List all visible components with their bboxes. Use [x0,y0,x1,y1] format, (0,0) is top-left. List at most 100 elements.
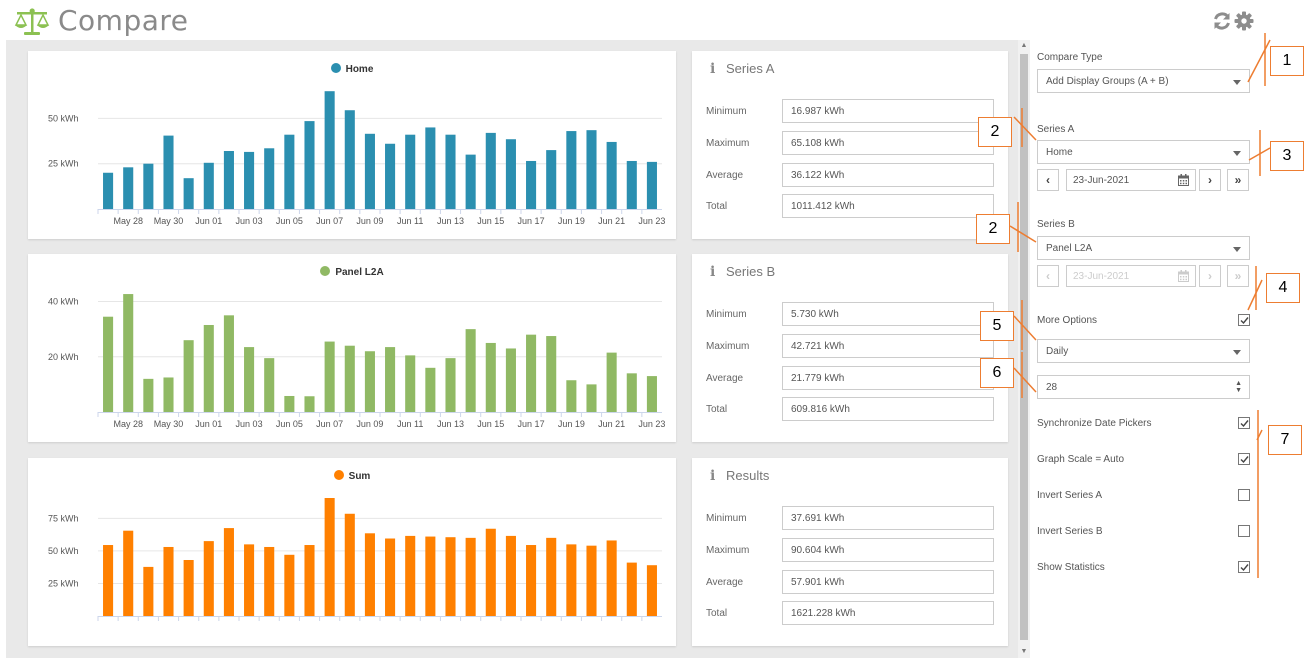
bar[interactable] [626,562,637,616]
bar[interactable] [324,91,335,209]
bar[interactable] [646,376,657,412]
bar[interactable] [324,341,335,412]
bar[interactable] [264,148,275,209]
stat-value-field[interactable]: 1621.228 kWh [782,601,994,625]
graph-scale-auto-checkbox[interactable] [1238,453,1250,465]
scroll-down-arrow-icon[interactable]: ▼ [1020,648,1028,655]
bar[interactable] [505,139,516,209]
interval-select[interactable]: Daily [1037,339,1250,363]
bar[interactable] [364,133,375,209]
series-a-prev-button[interactable]: ‹ [1037,169,1059,191]
synchronize-date-pickers-checkbox[interactable] [1238,417,1250,429]
bar[interactable] [505,348,516,412]
stat-value-field[interactable]: 90.604 kWh [782,538,994,562]
invert-series-b-checkbox[interactable] [1238,525,1250,537]
stat-value-field[interactable]: 36.122 kWh [782,163,994,187]
stat-value-field[interactable]: 5.730 kWh [782,302,994,326]
bar[interactable] [465,154,476,209]
bar[interactable] [203,162,214,209]
bar[interactable] [586,384,597,412]
bar[interactable] [505,535,516,616]
bar[interactable] [123,530,134,616]
stat-value-field[interactable]: 42.721 kWh [782,334,994,358]
bar[interactable] [143,163,154,209]
bar[interactable] [526,334,537,412]
bar[interactable] [163,135,174,209]
more-options-checkbox[interactable] [1238,314,1250,326]
bar[interactable] [425,127,436,209]
series-a-select[interactable]: Home [1037,140,1250,164]
invert-series-a-checkbox[interactable] [1238,489,1250,501]
bar[interactable] [445,358,456,412]
stat-value-field[interactable]: 37.691 kWh [782,506,994,530]
bar[interactable] [163,546,174,616]
bar[interactable] [223,151,234,209]
bar[interactable] [244,151,255,209]
series-b-select[interactable]: Panel L2A [1037,236,1250,260]
bar[interactable] [284,395,295,412]
bar[interactable] [445,537,456,616]
bar[interactable] [324,498,335,616]
stat-value-field[interactable]: 57.901 kWh [782,570,994,594]
bar[interactable] [425,536,436,616]
bar[interactable] [445,134,456,209]
bar[interactable] [626,373,637,412]
bar[interactable] [606,540,617,616]
chart-legend[interactable]: Panel L2A [28,266,676,278]
stat-value-field[interactable]: 65.108 kWh [782,131,994,155]
refresh-icon[interactable] [1211,10,1233,32]
calendar-icon[interactable] [1178,174,1189,186]
bar[interactable] [143,566,154,616]
bar[interactable] [646,161,657,209]
bar[interactable] [123,167,134,209]
bar[interactable] [284,554,295,616]
stat-value-field[interactable]: 21.779 kWh [782,366,994,390]
bar[interactable] [465,329,476,412]
bar[interactable] [606,352,617,412]
series-b-date-input[interactable]: 23-Jun-2021 [1066,265,1196,287]
bar[interactable] [344,513,355,616]
bar[interactable] [546,150,557,209]
chart-legend[interactable]: Sum [28,470,676,482]
bar[interactable] [183,559,194,616]
bar[interactable] [344,110,355,209]
series-a-date-input[interactable]: 23-Jun-2021 [1066,169,1196,191]
bar[interactable] [405,134,416,209]
series-b-prev-button[interactable]: ‹ [1037,265,1059,287]
bar[interactable] [526,160,537,209]
bar[interactable] [385,143,396,209]
stat-value-field[interactable]: 1011.412 kWh [782,194,994,218]
bar[interactable] [244,544,255,616]
bar[interactable] [485,528,496,616]
bar[interactable] [264,358,275,412]
bar[interactable] [485,342,496,412]
bar[interactable] [425,367,436,412]
bar[interactable] [163,377,174,412]
bar[interactable] [103,545,114,616]
gear-icon[interactable] [1233,10,1255,32]
bar[interactable] [183,178,194,209]
bar[interactable] [223,528,234,616]
bar[interactable] [606,141,617,209]
bar[interactable] [304,396,315,412]
bar[interactable] [284,134,295,209]
bar[interactable] [385,347,396,412]
series-a-last-button[interactable]: » [1227,169,1249,191]
bar[interactable] [586,545,597,616]
bar[interactable] [566,380,577,412]
bar[interactable] [566,131,577,209]
bar[interactable] [526,545,537,616]
bar[interactable] [103,316,114,412]
series-a-next-button[interactable]: › [1199,169,1221,191]
bar[interactable] [203,541,214,616]
bar[interactable] [123,294,134,412]
bar[interactable] [626,160,637,209]
stat-value-field[interactable]: 609.816 kWh [782,397,994,421]
bar[interactable] [143,378,154,412]
bar[interactable] [364,351,375,412]
bar[interactable] [304,121,315,209]
bar[interactable] [405,355,416,412]
stepper-arrows-icon[interactable]: ▲ ▼ [1235,380,1242,394]
bar[interactable] [465,537,476,616]
bar[interactable] [183,340,194,412]
